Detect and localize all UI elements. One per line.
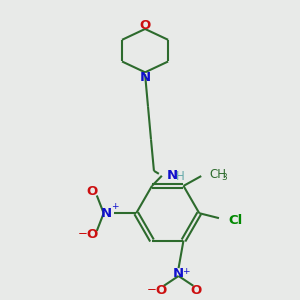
Text: O: O bbox=[155, 284, 166, 297]
Text: −: − bbox=[78, 227, 88, 240]
Text: H: H bbox=[176, 170, 184, 183]
Text: Cl: Cl bbox=[229, 214, 243, 226]
Text: N: N bbox=[101, 207, 112, 220]
Text: O: O bbox=[86, 228, 98, 242]
Text: +: + bbox=[182, 267, 189, 276]
Text: O: O bbox=[86, 185, 98, 198]
Text: O: O bbox=[191, 284, 202, 297]
Text: −: − bbox=[147, 283, 157, 296]
Text: N: N bbox=[167, 169, 178, 182]
Text: +: + bbox=[111, 202, 118, 211]
Text: N: N bbox=[140, 71, 151, 84]
Text: 3: 3 bbox=[221, 172, 227, 182]
Text: O: O bbox=[140, 19, 151, 32]
Text: N: N bbox=[173, 266, 184, 280]
Text: CH: CH bbox=[209, 168, 226, 181]
